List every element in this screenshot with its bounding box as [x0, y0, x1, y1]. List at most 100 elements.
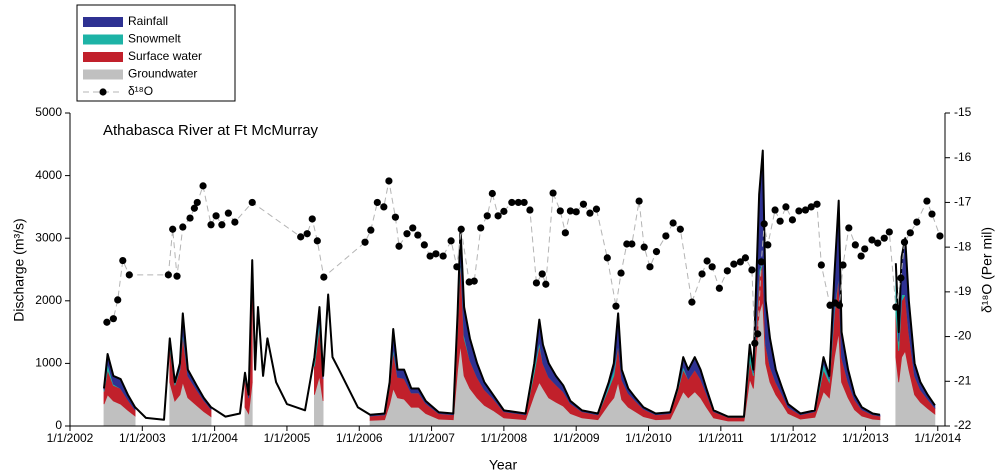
y2-tick-label: -18: [954, 239, 972, 253]
isotope-point: [508, 198, 516, 207]
y-tick-label: 1000: [35, 356, 62, 370]
isotope-point: [736, 258, 744, 266]
x-tick-label: 1/1/2008: [481, 431, 528, 445]
isotope-point: [207, 221, 215, 229]
isotope-point: [114, 296, 122, 304]
y-tick-label: 4000: [35, 168, 62, 182]
isotope-point: [532, 279, 541, 287]
isotope-point: [538, 270, 546, 278]
discharge-line: [894, 237, 936, 406]
isotope-point: [628, 240, 636, 248]
isotope-point: [119, 256, 127, 265]
isotope-point: [617, 269, 625, 277]
isotope-point: [542, 280, 550, 288]
isotope-point: [193, 198, 201, 207]
isotope-point: [179, 223, 187, 231]
y2-tick-label: -17: [954, 195, 972, 209]
isotope-point: [453, 263, 461, 271]
isotope-point: [635, 197, 643, 205]
isotope-point: [751, 339, 759, 347]
isotope-point: [801, 206, 810, 214]
isotope-point: [906, 229, 914, 237]
y-tick-label: 3000: [35, 230, 62, 244]
isotope-point: [857, 252, 865, 260]
isotope-point: [923, 197, 931, 205]
isotope-point: [715, 284, 723, 292]
isotope-point: [414, 231, 422, 239]
y-tick-label: 5000: [35, 105, 62, 119]
x-tick-label: 1/1/2011: [698, 431, 744, 445]
x-tick-label: 1/1/2005: [264, 431, 311, 445]
y2-axis-label: δ¹⁸O (Per mil): [979, 227, 995, 313]
isotope-point: [483, 212, 491, 220]
isotope-point: [708, 263, 716, 271]
isotope-point: [367, 226, 375, 234]
isotope-point: [764, 241, 772, 249]
isotope-point: [109, 315, 117, 323]
discharge-line: [102, 149, 881, 421]
isotope-point: [880, 234, 888, 242]
isotope-point: [868, 236, 876, 244]
isotope-point: [788, 216, 797, 224]
isotope-point: [297, 233, 305, 241]
isotope-point: [703, 257, 711, 265]
legend-swatch: [83, 34, 123, 45]
legend-label: Snowmelt: [128, 32, 181, 46]
legend-label: Groundwater: [128, 67, 197, 81]
isotope-point: [579, 200, 588, 208]
isotope-point: [320, 273, 328, 281]
isotope-point: [190, 204, 198, 212]
isotope-point: [248, 198, 256, 207]
isotope-point: [760, 220, 768, 228]
isotope-point: [556, 207, 564, 215]
isotope-point: [741, 254, 750, 262]
x-tick-label: 1/1/2010: [625, 431, 672, 445]
isotope-point: [748, 266, 756, 274]
isotope-point: [646, 263, 654, 271]
isotope-point: [218, 221, 226, 229]
isotope-point: [807, 203, 815, 211]
isotope-point: [845, 224, 853, 232]
isotope-point: [470, 277, 478, 285]
isotope-point: [514, 198, 522, 207]
isotope-point: [488, 189, 496, 198]
x-tick-label: 1/1/2007: [408, 431, 455, 445]
y2-tick-label: -20: [954, 329, 972, 343]
isotope-point: [782, 203, 790, 211]
isotope-point: [874, 239, 882, 247]
isotope-point: [103, 318, 111, 326]
isotope-point: [477, 224, 485, 232]
y2-tick-label: -21: [954, 373, 972, 387]
legend-swatch: [83, 52, 123, 62]
isotope-point: [813, 200, 821, 208]
y-tick-label: 0: [55, 418, 62, 432]
isotope-point: [169, 225, 177, 233]
x-tick-label: 1/1/2013: [842, 431, 889, 445]
isotope-point: [303, 230, 311, 238]
x-tick-label: 1/1/2009: [553, 431, 600, 445]
legend-isotope-point: [99, 88, 107, 96]
x-tick-label: 1/1/2004: [191, 431, 238, 445]
isotope-point: [380, 203, 388, 211]
isotope-point: [164, 271, 172, 279]
isotope-point: [698, 270, 706, 278]
isotope-point: [723, 267, 731, 275]
isotope-point: [125, 271, 133, 279]
isotope-point: [592, 205, 601, 213]
chart-title: Athabasca River at Ft McMurray: [103, 122, 319, 139]
x-tick-label: 1/1/2006: [336, 431, 383, 445]
isotope-point: [662, 232, 670, 240]
area-groundwater: [369, 300, 881, 427]
isotope-point: [403, 230, 411, 238]
isotope-point: [439, 252, 447, 260]
isotope-point: [447, 237, 455, 245]
isotope-point: [520, 198, 528, 207]
isotope-point: [861, 245, 869, 253]
isotope-point: [913, 218, 921, 226]
isotope-point: [669, 219, 677, 227]
x-tick-label: 1/1/2002: [47, 431, 94, 445]
isotope-point: [494, 212, 502, 220]
isotope-point: [835, 301, 844, 309]
